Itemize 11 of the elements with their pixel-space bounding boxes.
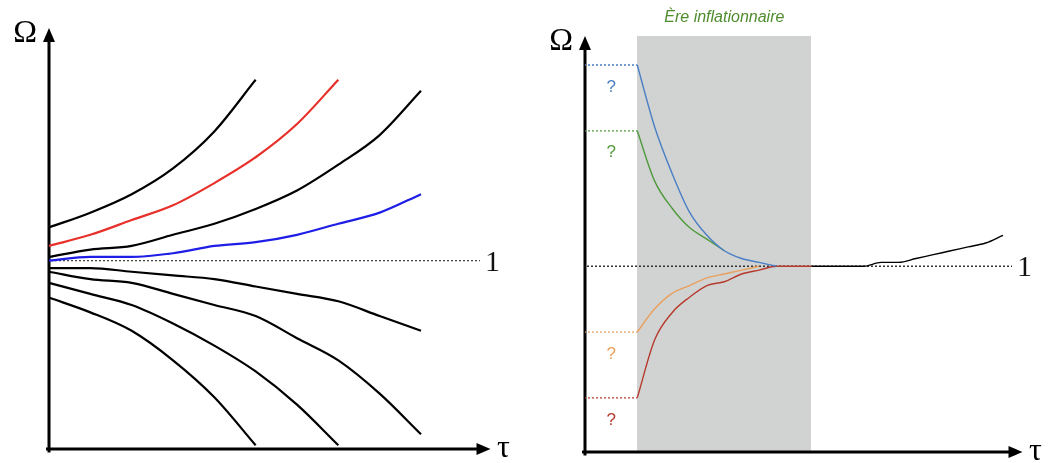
text: Ère inflationnaire <box>664 7 785 26</box>
annotation: ? <box>606 343 616 363</box>
annotation: ? <box>606 76 616 96</box>
annotation: ? <box>606 142 616 162</box>
x-axis-title: τ <box>1029 431 1042 463</box>
annotation: ? <box>606 409 616 429</box>
y-axis-title: Ω <box>13 13 37 50</box>
text: 1 <box>485 243 500 277</box>
text: 1 <box>1017 249 1032 283</box>
x-axis-title: τ <box>497 428 510 463</box>
y-axis-title: Ω <box>549 21 573 58</box>
